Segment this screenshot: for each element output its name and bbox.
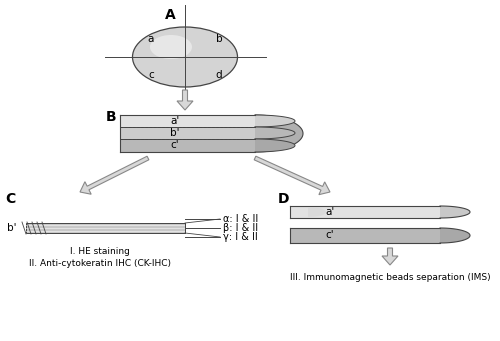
Text: d: d <box>216 70 222 80</box>
Ellipse shape <box>132 27 238 87</box>
Text: a': a' <box>170 116 179 126</box>
Polygon shape <box>255 115 303 152</box>
Text: a': a' <box>326 207 334 217</box>
Text: c': c' <box>326 231 334 240</box>
Text: c: c <box>148 70 154 80</box>
Text: b': b' <box>8 223 17 233</box>
Polygon shape <box>120 115 255 127</box>
Text: D: D <box>278 192 289 206</box>
Ellipse shape <box>150 35 192 59</box>
Polygon shape <box>255 127 295 139</box>
Polygon shape <box>255 115 295 127</box>
Text: I. HE staining: I. HE staining <box>70 248 130 256</box>
Text: γ: I & II: γ: I & II <box>223 232 258 242</box>
Text: B: B <box>106 110 117 124</box>
Polygon shape <box>80 156 149 194</box>
Polygon shape <box>26 223 185 233</box>
Polygon shape <box>120 127 255 139</box>
Polygon shape <box>254 156 330 195</box>
Polygon shape <box>120 139 255 152</box>
Text: β: I & II: β: I & II <box>223 223 258 233</box>
Text: c': c' <box>170 140 179 150</box>
Polygon shape <box>440 206 470 218</box>
Text: b': b' <box>170 128 180 138</box>
Text: a: a <box>148 34 154 44</box>
Text: α: I & II: α: I & II <box>223 214 258 224</box>
Text: C: C <box>5 192 15 206</box>
Polygon shape <box>382 248 398 265</box>
Polygon shape <box>177 90 193 110</box>
Polygon shape <box>290 228 440 243</box>
Text: III. Immunomagnetic beads separation (IMS): III. Immunomagnetic beads separation (IM… <box>290 273 490 282</box>
Polygon shape <box>255 139 295 152</box>
Polygon shape <box>308 207 326 217</box>
Text: b: b <box>216 34 222 44</box>
Polygon shape <box>290 206 440 218</box>
Text: II. Anti-cytokeratin IHC (CK-IHC): II. Anti-cytokeratin IHC (CK-IHC) <box>29 258 171 267</box>
Text: A: A <box>164 8 175 22</box>
Polygon shape <box>440 228 470 243</box>
